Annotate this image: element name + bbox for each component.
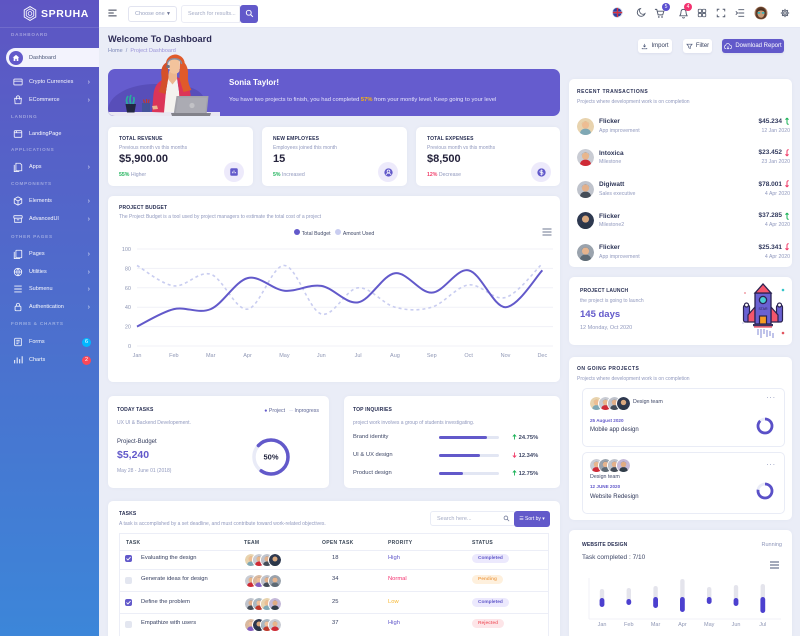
svg-text:STAR: STAR (758, 307, 768, 311)
svg-text:Feb: Feb (169, 353, 178, 359)
svg-text:Dec: Dec (537, 353, 547, 359)
svg-text:20: 20 (125, 325, 131, 331)
svg-text:Nov: Nov (501, 353, 511, 359)
svg-text:50%: 50% (263, 453, 278, 462)
svg-text:Aug: Aug (390, 353, 400, 359)
svg-text:Apr: Apr (678, 622, 687, 628)
svg-text:Jul: Jul (759, 622, 766, 628)
svg-text:Mar: Mar (651, 622, 661, 628)
svg-text:0: 0 (128, 344, 131, 350)
svg-text:Jan: Jan (598, 622, 607, 628)
svg-text:Jan: Jan (133, 353, 142, 359)
svg-text:Apr: Apr (243, 353, 252, 359)
svg-text:Jul: Jul (355, 353, 362, 359)
svg-text:Mar: Mar (206, 353, 216, 359)
svg-text:100: 100 (122, 247, 131, 253)
svg-text:80: 80 (125, 266, 131, 272)
svg-text:Sep: Sep (427, 353, 437, 359)
svg-text:Oct: Oct (464, 353, 473, 359)
svg-text:60: 60 (125, 286, 131, 292)
svg-text:Jun: Jun (732, 622, 741, 628)
svg-text:Feb: Feb (624, 622, 633, 628)
svg-text:Jun: Jun (317, 353, 326, 359)
svg-text:May: May (279, 353, 290, 359)
svg-text:40: 40 (125, 305, 131, 311)
svg-text:May: May (704, 622, 715, 628)
